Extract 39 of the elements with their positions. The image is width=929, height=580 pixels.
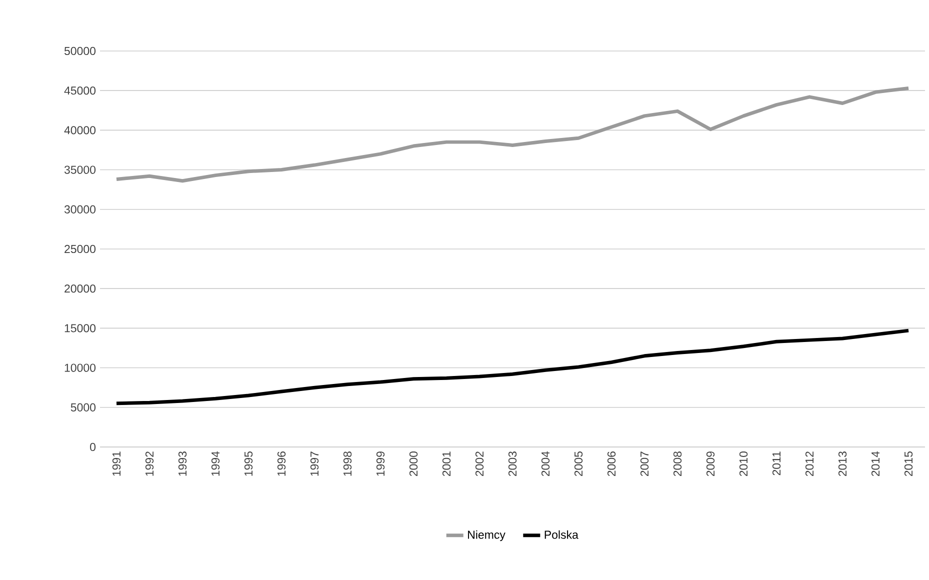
x-tick-label: 2002 bbox=[475, 452, 484, 476]
x-tick-label: 2007 bbox=[640, 452, 649, 476]
y-tick-label: 25000 bbox=[64, 244, 96, 254]
y-tick-label: 15000 bbox=[64, 324, 96, 332]
line-series bbox=[114, 86, 910, 183]
x-tick-label: 1996 bbox=[277, 452, 286, 476]
x-tick-label: 2006 bbox=[607, 452, 616, 476]
x-tick-label: 1995 bbox=[244, 452, 253, 476]
x-tick-label: 1997 bbox=[310, 452, 319, 476]
x-tick-label: 2008 bbox=[673, 452, 682, 476]
x-tick-label: 2003 bbox=[508, 452, 517, 476]
y-tick-label: 40000 bbox=[64, 126, 96, 134]
y-tick-label: 10000 bbox=[64, 364, 96, 372]
y-tick-label: 5000 bbox=[70, 403, 96, 412]
x-tick-label: 1992 bbox=[145, 452, 154, 476]
y-tick-label: 20000 bbox=[64, 284, 96, 293]
y-tick-label: 35000 bbox=[64, 166, 96, 174]
x-tick-label: 2004 bbox=[541, 451, 550, 476]
y-tick-label: 45000 bbox=[64, 86, 96, 95]
x-tick-label: 1993 bbox=[178, 452, 187, 476]
x-tick-label: 2013 bbox=[838, 452, 847, 476]
x-tick-label: 1994 bbox=[211, 451, 220, 476]
x-tick-label: 2012 bbox=[805, 452, 814, 476]
x-tick-label: 2015 bbox=[904, 452, 913, 476]
x-tick-label: 2010 bbox=[739, 451, 748, 476]
x-tick-label: 2000 bbox=[409, 451, 418, 476]
legend-label: Niemcy bbox=[468, 530, 506, 542]
x-tick-label: 2009 bbox=[706, 452, 715, 476]
x-tick-label: 2005 bbox=[574, 452, 583, 476]
x-tick-label: 1991 bbox=[112, 452, 121, 476]
y-tick-label: 0 bbox=[90, 442, 96, 452]
x-tick-label: 2001 bbox=[442, 452, 451, 476]
legend-label: Polska bbox=[544, 530, 578, 539]
x-tick-label: 2014 bbox=[871, 451, 880, 476]
x-tick-label: 2011 bbox=[772, 452, 781, 476]
x-tick-label: 1998 bbox=[343, 452, 352, 476]
y-tick-label: 30000 bbox=[64, 205, 96, 214]
y-tick-label: 50000 bbox=[64, 46, 96, 56]
x-tick-label: 1999 bbox=[376, 452, 385, 476]
